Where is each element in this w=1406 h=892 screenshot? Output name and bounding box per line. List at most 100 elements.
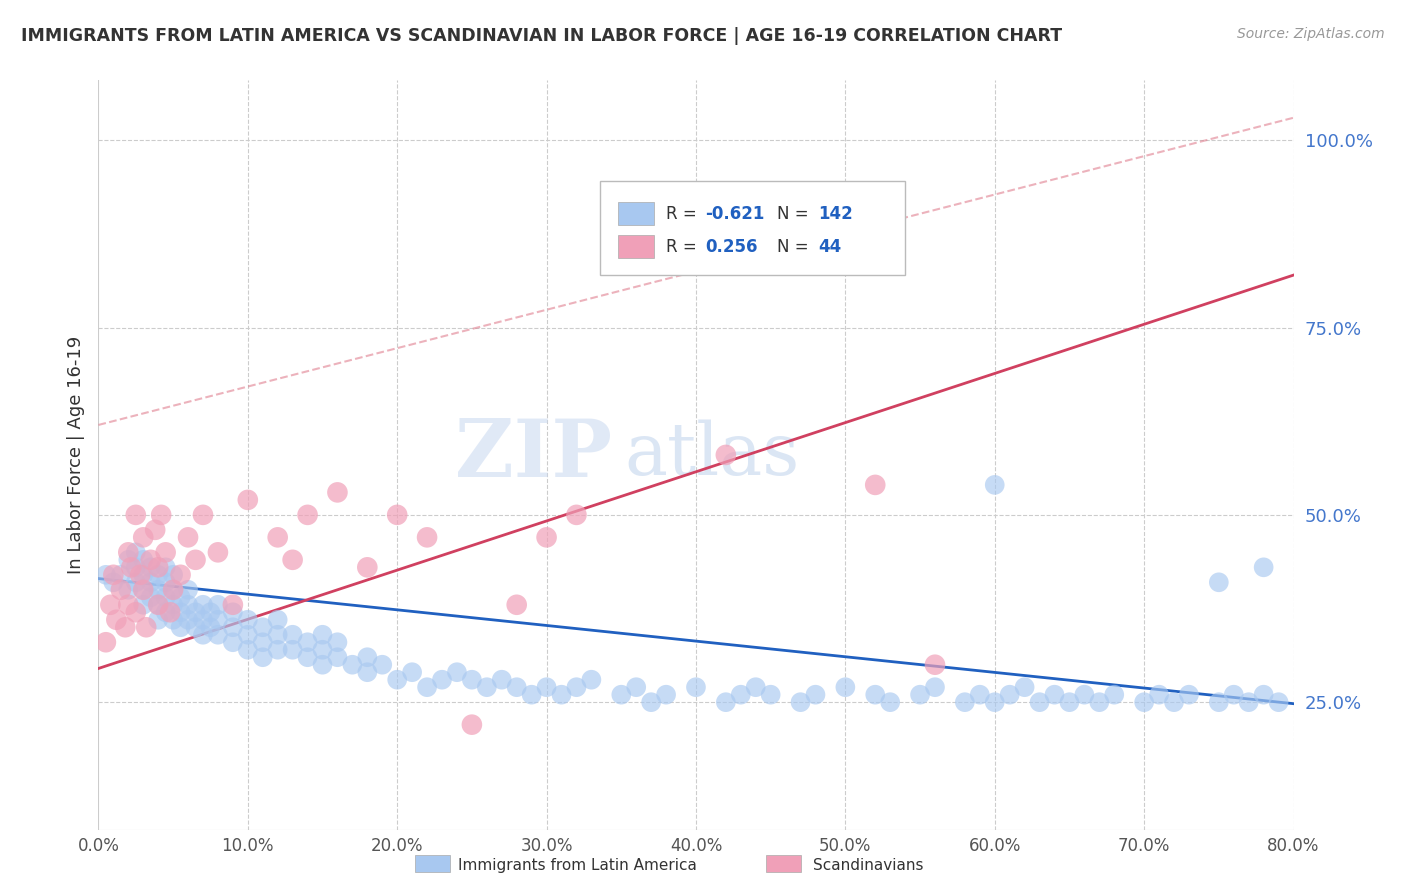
Point — [446, 665, 468, 680]
Point — [475, 680, 498, 694]
Point — [148, 582, 170, 597]
Point — [506, 680, 529, 694]
Text: R =: R = — [666, 204, 702, 223]
Point — [117, 598, 139, 612]
Point — [281, 628, 304, 642]
Point — [139, 560, 162, 574]
Point — [120, 560, 142, 574]
Point — [236, 628, 259, 642]
Point — [1208, 575, 1230, 590]
Point — [342, 657, 364, 672]
Point — [1253, 560, 1275, 574]
Point — [139, 591, 162, 605]
Point — [191, 598, 214, 612]
Point — [430, 673, 453, 687]
Point — [177, 598, 200, 612]
Point — [520, 688, 543, 702]
Text: ZIP: ZIP — [456, 416, 613, 494]
Point — [536, 530, 558, 544]
Point — [297, 650, 319, 665]
Point — [491, 673, 513, 687]
FancyBboxPatch shape — [600, 181, 905, 275]
Point — [177, 530, 200, 544]
Point — [1223, 688, 1246, 702]
Point — [162, 598, 184, 612]
Point — [162, 567, 184, 582]
Point — [984, 695, 1007, 709]
Point — [1073, 688, 1095, 702]
Point — [550, 688, 572, 702]
Point — [94, 635, 117, 649]
Point — [461, 673, 484, 687]
Point — [132, 582, 155, 597]
Point — [924, 657, 946, 672]
Point — [191, 508, 214, 522]
Point — [236, 613, 259, 627]
Point — [267, 613, 290, 627]
Point — [159, 605, 181, 619]
Point — [834, 680, 856, 694]
Point — [281, 642, 304, 657]
Point — [1237, 695, 1260, 709]
Point — [143, 523, 166, 537]
Point — [865, 688, 887, 702]
Point — [297, 635, 319, 649]
Point — [132, 567, 155, 582]
Point — [1267, 695, 1289, 709]
Point — [745, 680, 768, 694]
Point — [110, 567, 132, 582]
Text: 0.256: 0.256 — [706, 237, 758, 256]
Point — [148, 598, 170, 612]
Point — [1178, 688, 1201, 702]
Text: 142: 142 — [818, 204, 852, 223]
Point — [207, 613, 229, 627]
Point — [401, 665, 423, 680]
Text: N =: N = — [778, 237, 814, 256]
Point — [416, 530, 439, 544]
Point — [655, 688, 678, 702]
Point — [103, 567, 125, 582]
Point — [281, 553, 304, 567]
Point — [326, 650, 349, 665]
Point — [1088, 695, 1111, 709]
Point — [191, 628, 214, 642]
Point — [148, 598, 170, 612]
Point — [461, 717, 484, 731]
Point — [169, 591, 191, 605]
Point — [879, 695, 901, 709]
Point — [714, 695, 737, 709]
Y-axis label: In Labor Force | Age 16-19: In Labor Force | Age 16-19 — [66, 335, 84, 574]
Point — [1104, 688, 1126, 702]
Point — [356, 560, 378, 574]
Point — [117, 545, 139, 559]
Point — [162, 613, 184, 627]
Point — [222, 620, 245, 634]
Point — [908, 688, 931, 702]
Point — [252, 635, 274, 649]
Point — [1163, 695, 1185, 709]
Point — [969, 688, 991, 702]
Point — [169, 567, 191, 582]
Point — [103, 575, 125, 590]
Point — [105, 613, 128, 627]
Point — [222, 598, 245, 612]
Text: Immigrants from Latin America: Immigrants from Latin America — [458, 858, 697, 872]
Point — [148, 613, 170, 627]
Text: N =: N = — [778, 204, 814, 223]
Point — [207, 598, 229, 612]
Point — [536, 680, 558, 694]
Point — [356, 665, 378, 680]
Point — [125, 508, 148, 522]
Point — [1133, 695, 1156, 709]
Point — [953, 695, 976, 709]
Point — [125, 545, 148, 559]
Point — [222, 605, 245, 619]
Text: R =: R = — [666, 237, 702, 256]
Point — [252, 620, 274, 634]
Point — [759, 688, 782, 702]
Point — [177, 582, 200, 597]
Point — [998, 688, 1021, 702]
Point — [267, 628, 290, 642]
Point — [155, 560, 177, 574]
Point — [581, 673, 603, 687]
